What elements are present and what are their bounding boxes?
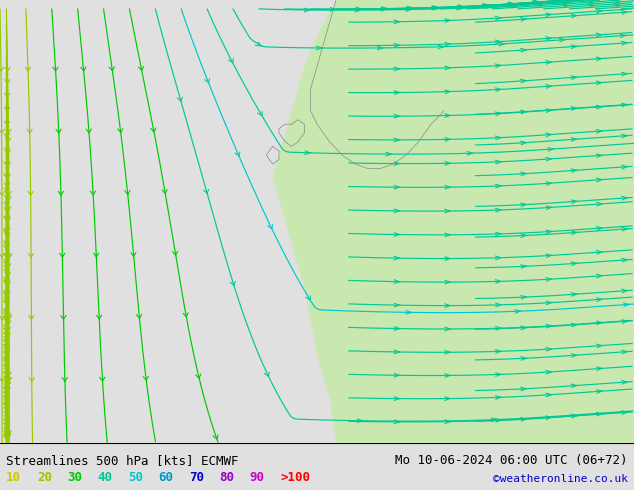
- Text: 10: 10: [6, 471, 22, 485]
- Text: Streamlines 500 hPa [kts] ECMWF: Streamlines 500 hPa [kts] ECMWF: [6, 454, 239, 466]
- Text: >100: >100: [280, 471, 310, 485]
- Text: 40: 40: [98, 471, 113, 485]
- Text: 50: 50: [128, 471, 143, 485]
- Text: 60: 60: [158, 471, 174, 485]
- Text: 30: 30: [67, 471, 82, 485]
- Text: 70: 70: [189, 471, 204, 485]
- Text: 20: 20: [37, 471, 52, 485]
- Text: ©weatheronline.co.uk: ©weatheronline.co.uk: [493, 474, 628, 485]
- Text: 80: 80: [219, 471, 235, 485]
- Text: 90: 90: [250, 471, 265, 485]
- Text: Mo 10-06-2024 06:00 UTC (06+72): Mo 10-06-2024 06:00 UTC (06+72): [395, 454, 628, 466]
- Polygon shape: [273, 0, 634, 443]
